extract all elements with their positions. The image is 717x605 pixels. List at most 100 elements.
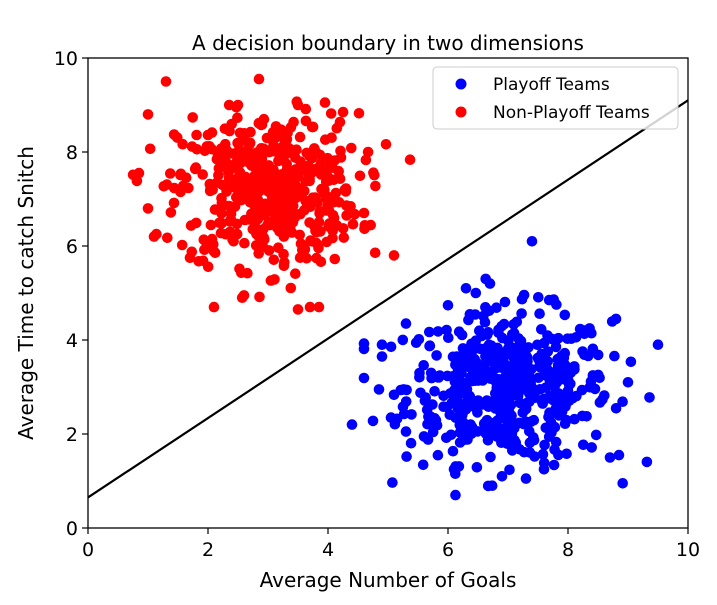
data-point (369, 247, 381, 259)
data-point (485, 373, 496, 385)
data-point (480, 424, 491, 435)
data-point (586, 442, 597, 453)
x-tick-label: 2 (202, 539, 214, 561)
data-point (325, 108, 337, 119)
data-point (404, 154, 416, 165)
y-tick-label: 2 (66, 424, 78, 446)
data-point (518, 418, 530, 430)
data-point (277, 140, 289, 152)
data-point (448, 464, 460, 475)
data-point (455, 388, 466, 400)
data-point (273, 193, 285, 205)
data-point (273, 171, 285, 182)
data-point (277, 203, 289, 215)
data-point (253, 73, 265, 85)
data-point (525, 364, 537, 375)
data-point (253, 201, 265, 213)
data-point (213, 169, 224, 181)
data-point (380, 139, 392, 150)
data-point (516, 308, 527, 319)
data-point (294, 131, 306, 143)
data-point (504, 389, 516, 401)
data-point (322, 191, 333, 202)
data-point (385, 412, 397, 423)
data-point (278, 260, 290, 272)
legend-box (432, 66, 679, 130)
data-point (420, 392, 432, 403)
data-point (142, 109, 154, 120)
data-point (486, 343, 498, 355)
data-point (268, 254, 280, 266)
decision-boundary-line (87, 99, 689, 499)
data-point (528, 414, 540, 426)
data-point (421, 404, 433, 416)
data-point (569, 364, 580, 375)
data-point (597, 394, 608, 405)
data-point (148, 231, 160, 242)
data-point (385, 341, 397, 353)
plot-frame (87, 57, 689, 529)
data-point (594, 372, 605, 384)
data-point (161, 179, 173, 190)
data-point (267, 126, 279, 138)
data-point (300, 103, 312, 115)
data-point (341, 210, 352, 221)
data-point (228, 182, 239, 193)
data-point (358, 372, 370, 384)
data-point (610, 313, 622, 325)
data-point (553, 375, 564, 386)
data-point (617, 396, 628, 408)
data-point (304, 301, 316, 313)
data-point (162, 232, 173, 244)
y-axis: 0 2 4 6 8 10 (54, 48, 88, 540)
data-point (239, 237, 250, 249)
y-tick-label: 4 (66, 330, 78, 352)
data-point (345, 201, 356, 212)
data-point (388, 389, 400, 401)
data-point (424, 326, 435, 338)
data-point (427, 426, 439, 438)
data-point (548, 394, 559, 406)
data-point (470, 335, 482, 347)
data-point (183, 182, 194, 194)
data-point (165, 168, 176, 179)
data-point (570, 332, 582, 343)
x-tick-label: 6 (442, 539, 454, 561)
data-point (216, 217, 227, 229)
data-point (569, 413, 580, 425)
data-point (446, 397, 458, 409)
data-point (263, 245, 275, 256)
data-point (418, 431, 430, 442)
data-point (224, 216, 235, 227)
data-point (216, 192, 227, 204)
data-point (503, 335, 514, 347)
data-point (320, 176, 332, 188)
data-point (238, 152, 249, 163)
data-point (245, 126, 256, 138)
data-point (533, 354, 544, 365)
data-point (232, 99, 244, 111)
data-point (459, 434, 471, 445)
data-point (567, 392, 578, 404)
data-point (187, 112, 198, 123)
data-point (228, 202, 239, 213)
data-point (271, 222, 283, 234)
data-point (582, 350, 594, 362)
data-point (324, 159, 336, 171)
data-point (432, 449, 444, 461)
data-point (347, 218, 359, 230)
data-point (400, 426, 412, 437)
data-point (205, 219, 217, 231)
data-point (445, 429, 457, 441)
data-point (457, 343, 469, 354)
data-point (641, 456, 653, 468)
data-point (191, 129, 202, 141)
data-point (269, 274, 280, 285)
data-point (578, 439, 589, 451)
data-point (520, 473, 532, 484)
data-point (495, 428, 507, 440)
data-point (482, 435, 494, 446)
data-point (311, 252, 322, 264)
data-point (609, 350, 620, 362)
